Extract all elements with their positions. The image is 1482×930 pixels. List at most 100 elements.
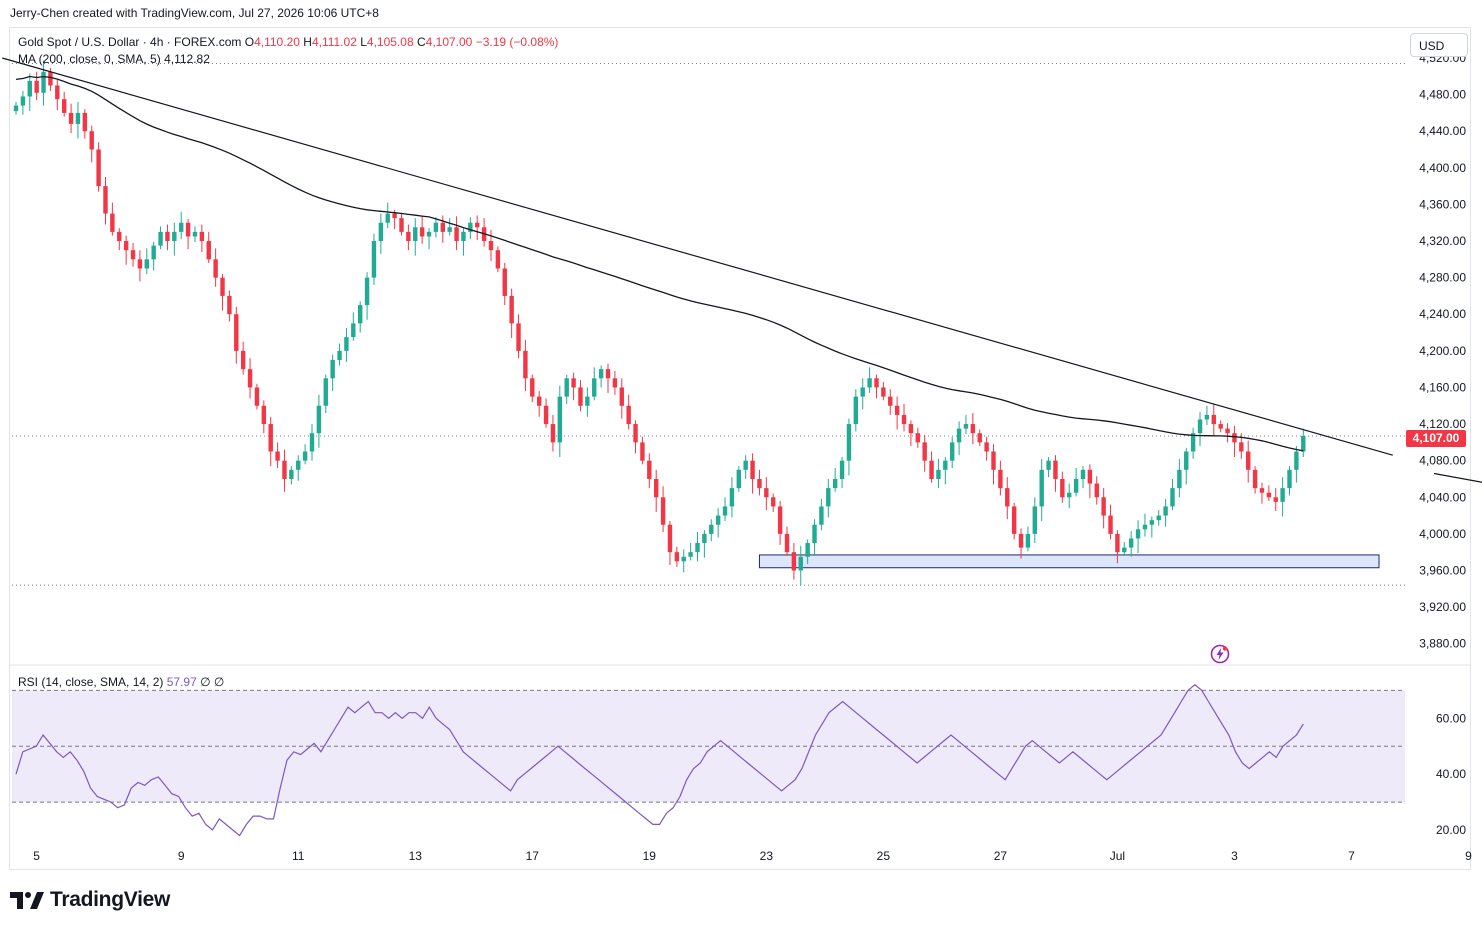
price-tick-label: 4,240.00 (1419, 307, 1466, 321)
descending-trendline (2, 57, 1393, 456)
candle-body (13, 105, 19, 112)
candle-body (158, 231, 163, 246)
candle-body (1232, 433, 1237, 443)
candle-body (61, 99, 67, 113)
candle-body (998, 469, 1003, 489)
tradingview-logo-icon (10, 892, 44, 909)
time-tick-label: 7 (1348, 849, 1355, 863)
price-tick-label: 4,480.00 (1419, 88, 1466, 102)
candle-body (550, 424, 556, 443)
candle-body (1204, 414, 1210, 420)
rsi-line (15, 684, 1304, 837)
candle-body (254, 387, 260, 406)
candle-body (144, 259, 149, 269)
high-value: 4,111.02 (311, 35, 357, 49)
candle-body (103, 186, 108, 214)
candle-body (406, 231, 411, 242)
candle-body (750, 460, 755, 479)
candle-body (956, 428, 962, 443)
candle-body (247, 369, 253, 388)
candle-body (1239, 442, 1244, 452)
candle-body (468, 222, 473, 232)
currency-button[interactable]: USD (1410, 33, 1468, 57)
time-tick-label: 13 (409, 849, 423, 863)
candle-body (89, 131, 94, 150)
candle-body (357, 305, 363, 324)
candle-body (867, 378, 872, 388)
price-tick-label: 4,360.00 (1419, 197, 1466, 211)
rsi-axis: 60.00 40.00 20.00 (1436, 711, 1466, 837)
candle-body (530, 378, 535, 397)
candle-body (557, 396, 563, 443)
candle-body (1156, 515, 1161, 521)
price-tick-label: 4,440.00 (1419, 124, 1466, 138)
candle-body (888, 396, 893, 406)
time-tick-label: 9 (178, 849, 185, 863)
ma-label: MA (200, close, 0, SMA, 5) (18, 52, 161, 66)
time-tick-label: 5 (33, 849, 40, 863)
price-tick-label: 4,160.00 (1419, 380, 1466, 394)
candle-body (1122, 547, 1127, 553)
chart-credit: Jerry-Chen created with TradingView.com,… (10, 6, 379, 20)
candle-body (1053, 460, 1058, 479)
candle-body (578, 387, 583, 406)
price-tick-label: 4,200.00 (1419, 344, 1466, 358)
candle-body (172, 231, 177, 242)
candle-body (936, 469, 941, 479)
candle-body (48, 71, 53, 86)
candle-body (1177, 469, 1182, 489)
candle-body (653, 478, 659, 498)
candle-body (1128, 538, 1134, 548)
candle-body (289, 469, 294, 479)
candle-body (674, 552, 680, 562)
candle-body (1032, 506, 1038, 534)
tradingview-logo[interactable]: TradingView (10, 888, 170, 912)
candle-body (977, 433, 982, 443)
candle-body (819, 506, 824, 525)
candle-body (117, 231, 122, 242)
candle-body (337, 350, 342, 360)
candle-body (1280, 488, 1285, 502)
close-label: C (416, 35, 426, 49)
candle-body (943, 460, 948, 470)
rsi-label: RSI (14, close, SMA, 14, 2) (18, 675, 164, 689)
candle-body (860, 387, 865, 397)
candle-body (949, 442, 955, 461)
candle-body (82, 112, 88, 132)
last-price-tag: 4,107.00 (1406, 430, 1466, 447)
candle-body (364, 277, 370, 306)
price-tick-label: 4,400.00 (1419, 161, 1466, 175)
candle-body (151, 245, 156, 260)
candle-body (1060, 478, 1065, 498)
candle-body (612, 378, 618, 388)
candle-body (1025, 533, 1031, 548)
candle-body (130, 250, 136, 260)
candle-body (757, 478, 762, 489)
time-tick-label: 3 (1231, 849, 1238, 863)
low-label: L (360, 35, 367, 49)
time-tick-label: 27 (994, 849, 1008, 863)
candle-body (1039, 469, 1044, 507)
candle-body (199, 231, 205, 242)
rsi-polyline (15, 684, 1304, 837)
rsi-extra: ∅ ∅ (200, 675, 225, 689)
candle-body (605, 369, 611, 379)
price-tick-label: 3,960.00 (1419, 563, 1466, 577)
time-tick-label: 19 (643, 849, 657, 863)
candle-body (660, 497, 666, 525)
candle-body (447, 227, 452, 232)
candle-body (385, 213, 390, 223)
candle-body (1080, 469, 1086, 479)
candle-body (123, 241, 129, 251)
price-tick-label: 4,280.00 (1419, 271, 1466, 285)
lightning-icon[interactable] (1210, 644, 1230, 664)
candle-body (213, 259, 218, 278)
candle-body (275, 451, 280, 461)
candle-body (798, 556, 803, 571)
candle-body (592, 378, 597, 397)
candle-body (929, 460, 934, 479)
symbol-title: Gold Spot / U.S. Dollar · 4h · FOREX.com (18, 35, 242, 49)
candle-body (1108, 515, 1113, 534)
price-tick-label: 4,320.00 (1419, 234, 1466, 248)
